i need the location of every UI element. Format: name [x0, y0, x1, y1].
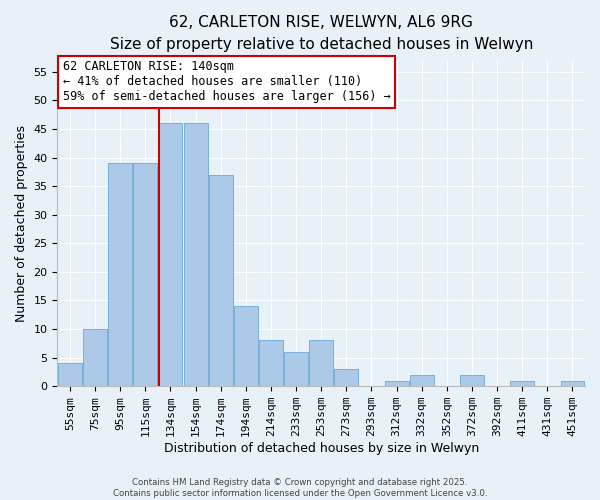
Bar [284, 352, 308, 386]
Bar [460, 375, 484, 386]
Bar [334, 369, 358, 386]
Bar [560, 380, 584, 386]
Bar [83, 329, 107, 386]
Text: Contains HM Land Registry data © Crown copyright and database right 2025.
Contai: Contains HM Land Registry data © Crown c… [113, 478, 487, 498]
Title: 62, CARLETON RISE, WELWYN, AL6 9RG
Size of property relative to detached houses : 62, CARLETON RISE, WELWYN, AL6 9RG Size … [110, 15, 533, 52]
Bar [234, 306, 258, 386]
Bar [259, 340, 283, 386]
Bar [133, 163, 157, 386]
Bar [385, 380, 409, 386]
Bar [410, 375, 434, 386]
Y-axis label: Number of detached properties: Number of detached properties [15, 125, 28, 322]
Bar [108, 163, 132, 386]
Bar [158, 123, 182, 386]
Bar [510, 380, 534, 386]
Bar [184, 123, 208, 386]
X-axis label: Distribution of detached houses by size in Welwyn: Distribution of detached houses by size … [164, 442, 479, 455]
Bar [58, 364, 82, 386]
Bar [309, 340, 333, 386]
Text: 62 CARLETON RISE: 140sqm
← 41% of detached houses are smaller (110)
59% of semi-: 62 CARLETON RISE: 140sqm ← 41% of detach… [62, 60, 391, 104]
Bar [209, 174, 233, 386]
